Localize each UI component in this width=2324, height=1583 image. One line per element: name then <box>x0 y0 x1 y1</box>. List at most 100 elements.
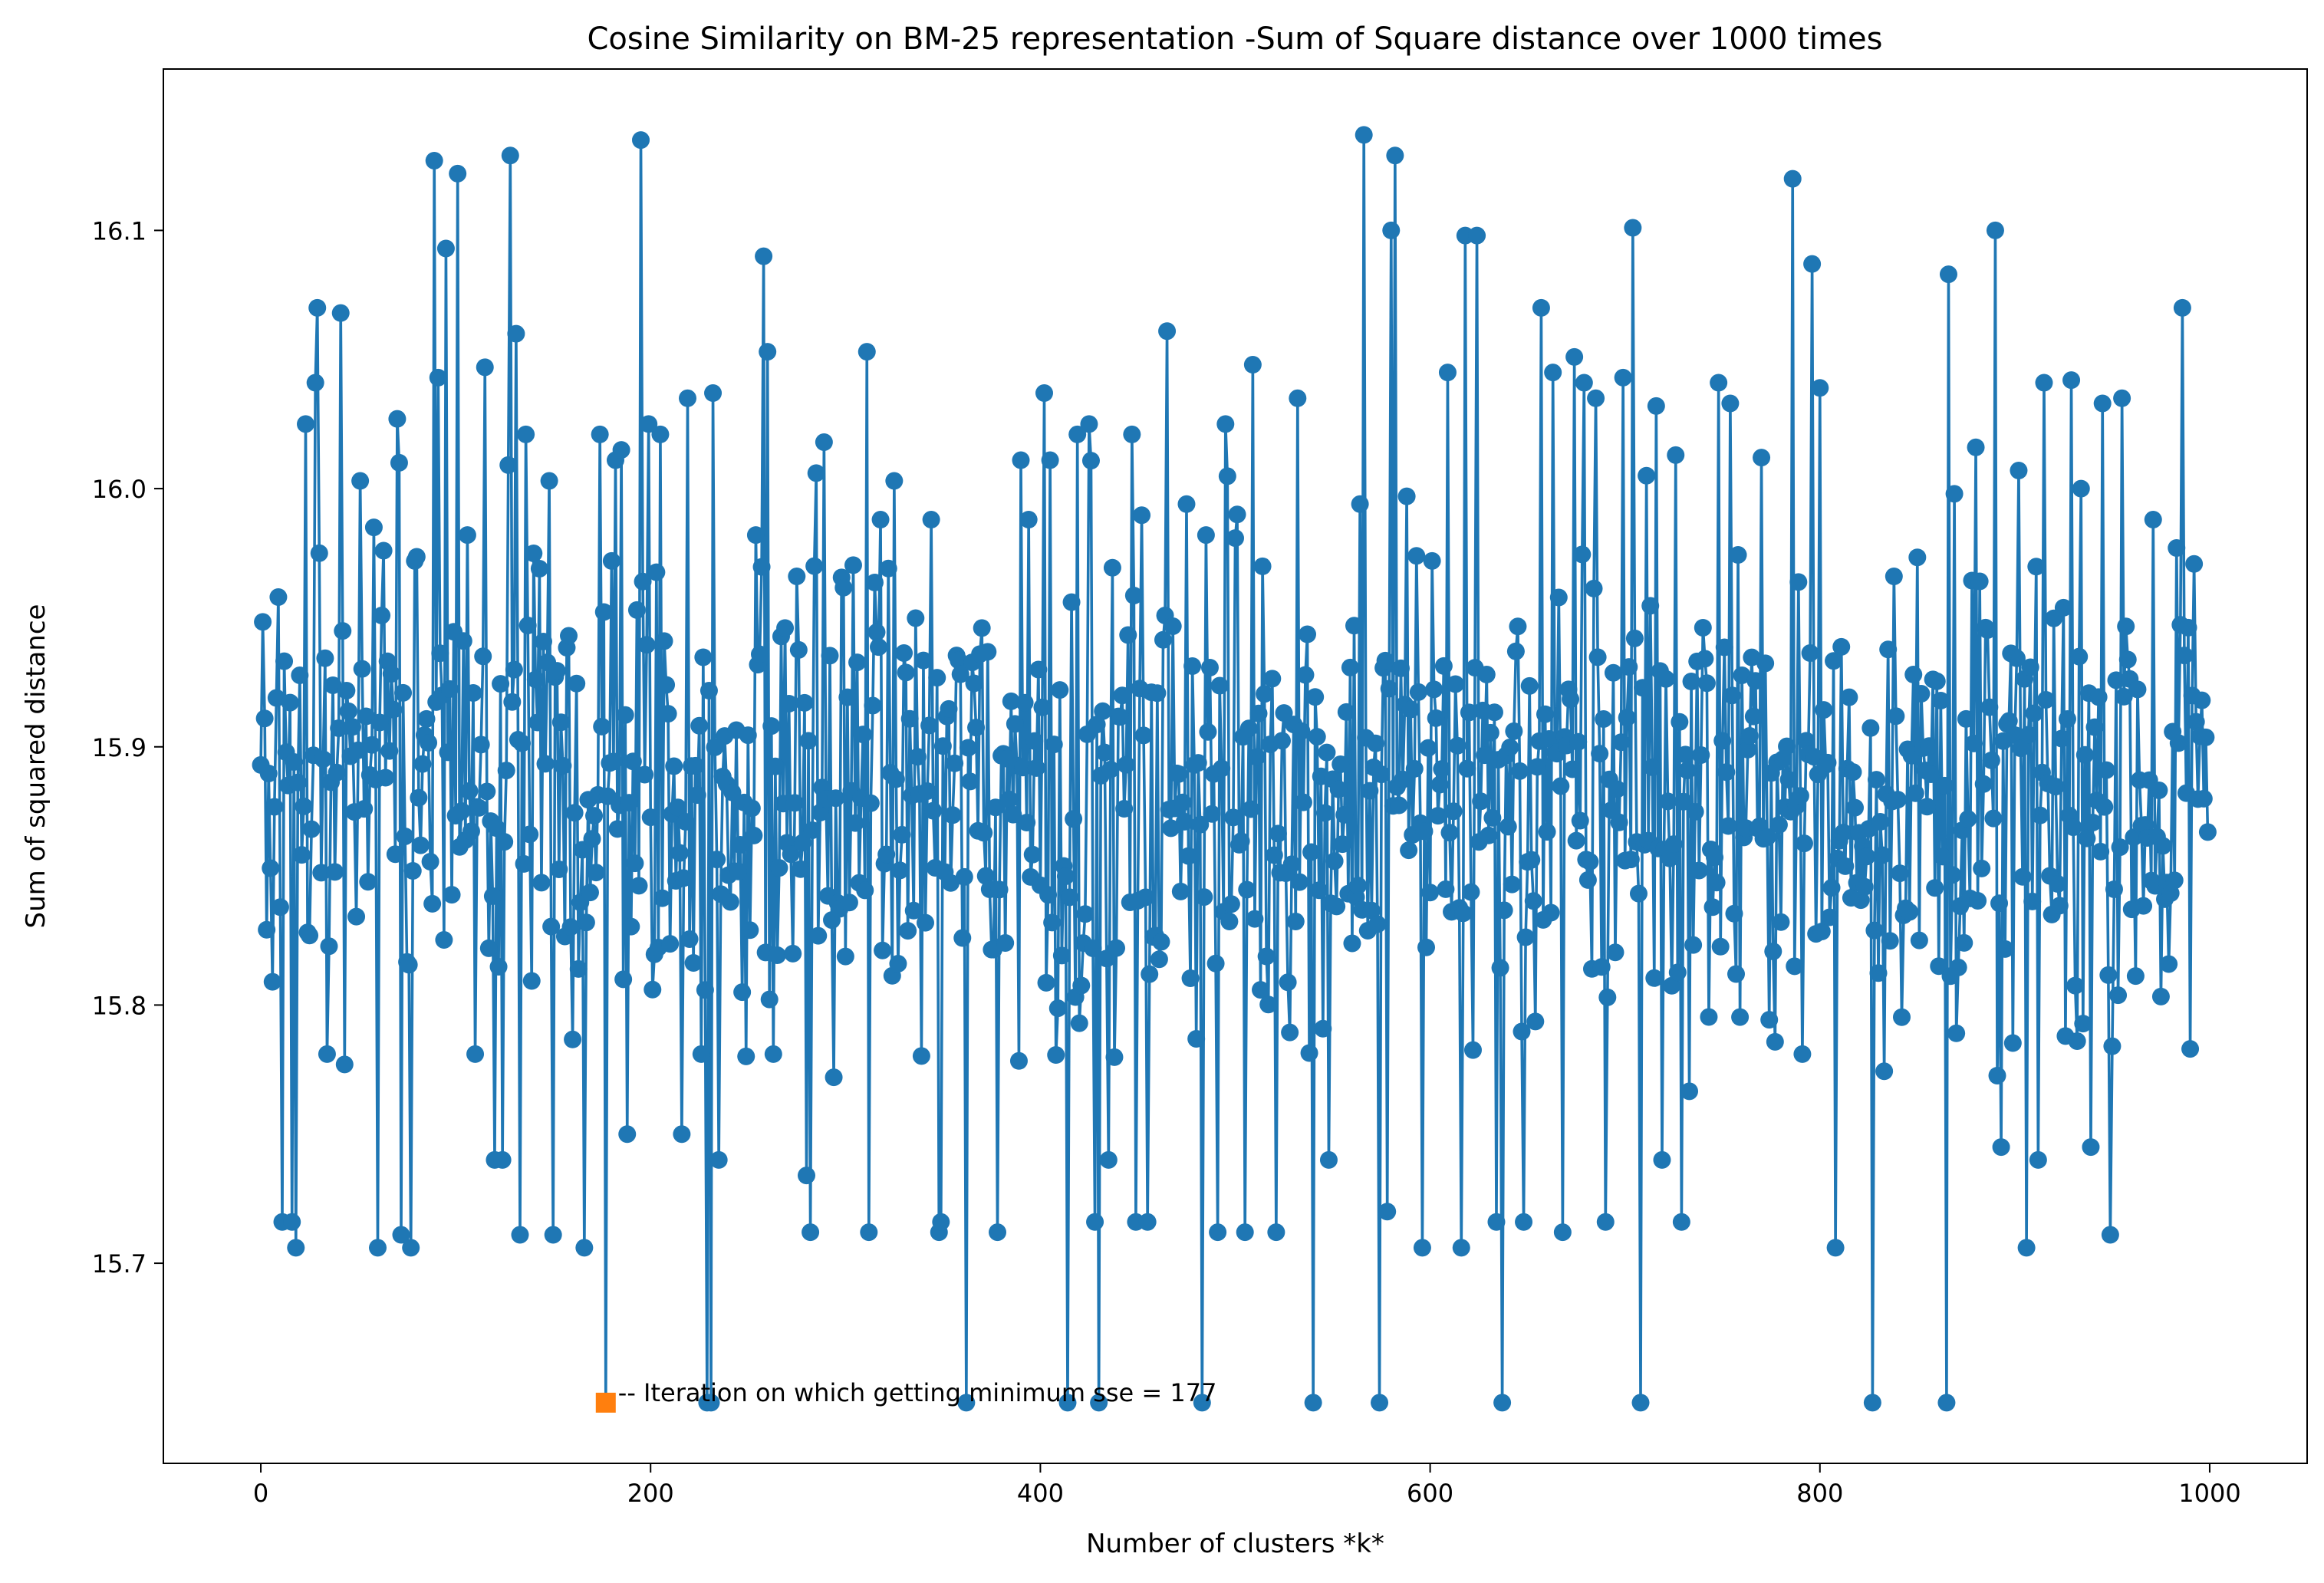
data-point <box>1930 957 1948 976</box>
data-point <box>746 526 765 545</box>
data-point <box>723 783 742 801</box>
data-point <box>1760 1011 1779 1029</box>
data-point <box>1477 665 1496 683</box>
data-point <box>620 794 638 812</box>
data-point <box>507 324 525 343</box>
data-point <box>986 798 1005 817</box>
data-point <box>560 627 578 645</box>
data-point <box>2136 816 2154 834</box>
data-point <box>330 719 348 737</box>
data-point <box>1101 760 1120 778</box>
data-point <box>2072 479 2090 498</box>
data-point <box>1310 881 1328 900</box>
data-point <box>288 773 307 792</box>
data-point <box>889 955 907 973</box>
data-point <box>1863 1394 1881 1412</box>
data-point <box>951 665 969 683</box>
data-point <box>1199 722 1217 741</box>
data-point <box>1957 709 1975 728</box>
data-point <box>1362 901 1381 920</box>
data-point <box>435 930 453 949</box>
data-point <box>2078 829 2096 847</box>
data-point <box>1438 364 1457 382</box>
data-point <box>335 1055 354 1074</box>
data-point <box>2099 966 2118 984</box>
data-point <box>1216 415 1235 433</box>
data-point <box>1707 874 1726 892</box>
data-point <box>1674 792 1693 811</box>
y-tick-label: 15.7 <box>92 1249 146 1279</box>
data-point <box>1885 568 1903 586</box>
data-point <box>1719 817 1737 835</box>
data-point <box>1970 572 1989 591</box>
data-point <box>1452 1239 1470 1257</box>
data-point <box>1532 298 1550 317</box>
data-point <box>1563 760 1582 778</box>
data-point <box>413 755 432 773</box>
data-point <box>742 799 761 818</box>
data-point <box>696 981 714 999</box>
data-point <box>741 921 759 940</box>
data-point <box>959 739 977 757</box>
data-point <box>1249 704 1268 722</box>
data-point <box>1536 705 1554 723</box>
data-point <box>1811 379 1829 397</box>
data-point <box>1058 1394 1077 1412</box>
data-point <box>759 343 777 361</box>
data-point <box>1769 816 1788 834</box>
data-point <box>2017 1239 2036 1257</box>
data-point <box>1088 716 1106 734</box>
data-point <box>1191 815 1210 834</box>
data-point <box>890 861 909 880</box>
data-point <box>1528 758 1546 776</box>
data-point <box>441 680 459 698</box>
data-point <box>1727 965 1746 983</box>
data-point <box>2031 806 2049 824</box>
data-point <box>965 674 983 693</box>
data-point <box>1259 996 1278 1014</box>
data-point <box>449 164 467 183</box>
data-point <box>1746 672 1765 690</box>
data-point <box>1238 880 1256 899</box>
data-point <box>1302 843 1321 861</box>
data-point <box>1575 374 1593 392</box>
data-point <box>1495 901 1513 920</box>
data-point <box>528 713 547 732</box>
data-point <box>1522 851 1541 869</box>
data-point <box>1282 855 1301 874</box>
data-point <box>1867 771 1885 789</box>
data-point <box>1401 700 1420 719</box>
data-point <box>306 374 324 392</box>
data-point <box>1371 1394 1389 1412</box>
data-point <box>1072 976 1091 995</box>
data-point <box>729 862 748 880</box>
data-point <box>489 958 508 976</box>
data-point <box>439 743 457 762</box>
data-point <box>1425 680 1443 699</box>
min-annotation: -- Iteration on which getting minimum ss… <box>595 1378 1216 1413</box>
data-point <box>2037 690 2056 709</box>
data-point <box>1355 126 1373 144</box>
data-point <box>1378 1203 1397 1221</box>
data-point <box>1875 1062 1894 1081</box>
data-point <box>702 1394 720 1412</box>
data-point <box>382 665 400 683</box>
data-point <box>1170 765 1188 783</box>
data-point <box>946 754 964 772</box>
data-point <box>1171 882 1190 900</box>
data-point <box>632 131 650 150</box>
data-point <box>673 1125 691 1144</box>
data-point <box>809 926 828 945</box>
data-point <box>1448 736 1466 755</box>
data-point <box>1256 685 1274 703</box>
data-point <box>1183 657 1202 675</box>
data-point <box>1503 875 1521 894</box>
data-point <box>899 922 917 940</box>
data-point <box>721 893 739 911</box>
data-point <box>1019 510 1038 528</box>
data-point <box>380 742 399 760</box>
data-point <box>460 782 479 800</box>
data-point <box>1257 947 1276 966</box>
data-point <box>1037 973 1055 992</box>
data-point <box>581 884 599 902</box>
